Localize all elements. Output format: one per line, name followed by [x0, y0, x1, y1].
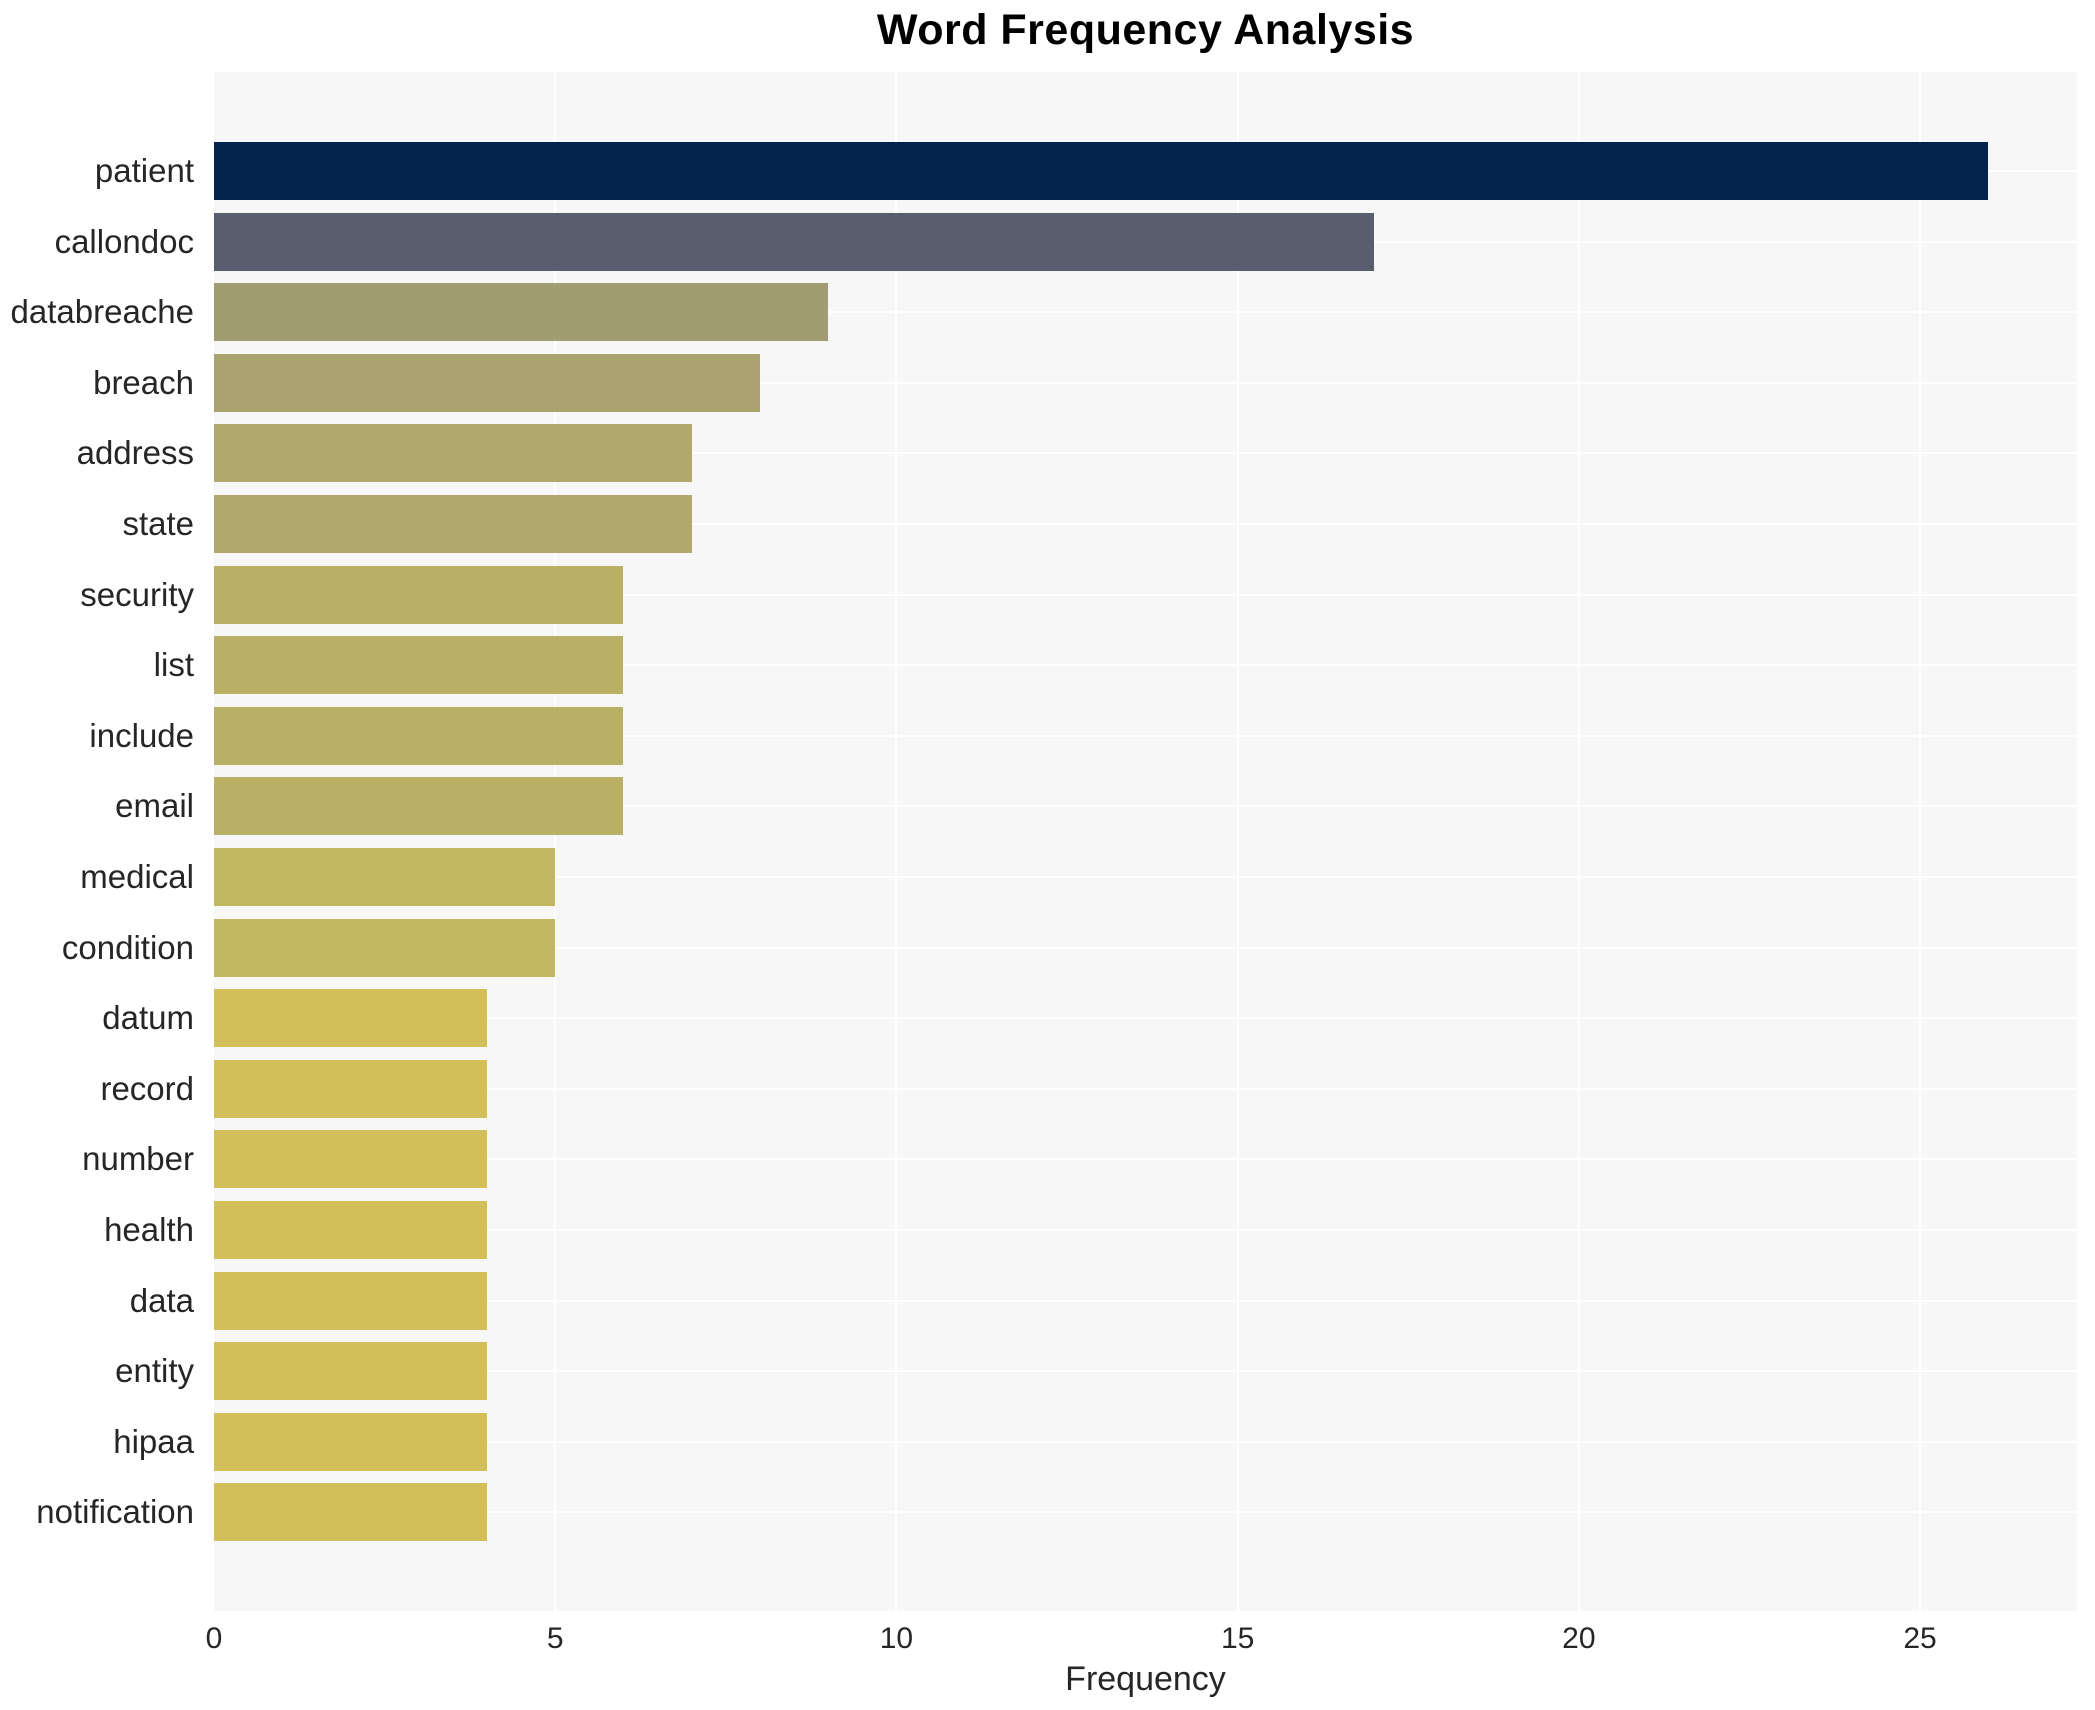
x-gridline — [554, 72, 557, 1611]
x-tick-label: 25 — [1903, 1622, 1937, 1655]
y-gridline — [214, 593, 2077, 596]
bar-datum — [214, 989, 487, 1048]
bar-record — [214, 1059, 487, 1118]
bar-hipaa — [214, 1412, 487, 1471]
bar-include — [214, 706, 624, 765]
y-gridline — [214, 946, 2077, 949]
y-gridline — [214, 452, 2077, 455]
bar-health — [214, 1201, 487, 1259]
y-gridline — [214, 1440, 2077, 1443]
bar-email — [214, 777, 624, 836]
x-tick-label: 20 — [1562, 1622, 1596, 1655]
y-tick-label: databreache — [10, 293, 194, 331]
y-tick-label: security — [80, 575, 194, 613]
x-tick-label: 10 — [879, 1622, 914, 1655]
bar-notification — [214, 1483, 487, 1542]
bar-databreache — [214, 283, 829, 342]
y-gridline — [214, 381, 2077, 384]
y-tick-label: include — [89, 716, 194, 754]
x-gridline — [895, 72, 898, 1611]
y-tick-label: address — [76, 434, 194, 472]
y-tick-label: callondoc — [54, 222, 194, 260]
y-tick-label: hipaa — [113, 1422, 194, 1460]
bar-number — [214, 1130, 487, 1189]
y-tick-label: notification — [36, 1493, 194, 1531]
bar-condition — [214, 918, 556, 977]
y-gridline — [214, 805, 2077, 808]
y-gridline — [214, 311, 2077, 314]
y-tick-label: data — [129, 1281, 194, 1319]
y-gridline — [214, 1158, 2077, 1161]
bar-entity — [214, 1342, 487, 1401]
y-gridline — [214, 1229, 2077, 1231]
y-gridline — [214, 1087, 2077, 1090]
x-tick-label: 0 — [205, 1622, 223, 1655]
y-tick-label: datum — [102, 999, 194, 1037]
x-gridline — [1236, 72, 1239, 1611]
x-gridline — [1577, 72, 1580, 1611]
x-gridline — [1919, 72, 1922, 1611]
y-tick-label: breach — [93, 363, 194, 401]
bar-callondoc — [214, 212, 1375, 271]
bar-patient — [214, 142, 1989, 200]
bar-address — [214, 424, 692, 483]
y-gridline — [214, 1017, 2077, 1020]
y-tick-label: record — [100, 1069, 194, 1107]
y-tick-label: number — [82, 1140, 194, 1178]
plot-area — [214, 72, 2077, 1611]
x-tick-label: 15 — [1220, 1622, 1255, 1655]
y-gridline — [214, 1370, 2077, 1373]
bar-security — [214, 565, 624, 624]
y-gridline — [214, 523, 2077, 525]
chart-title: Word Frequency Analysis — [876, 6, 1415, 54]
x-axis-label: Frequency — [1065, 1660, 1226, 1698]
y-tick-label: list — [153, 646, 194, 684]
bar-breach — [214, 353, 760, 412]
y-gridline — [214, 1511, 2077, 1514]
y-tick-label: patient — [94, 152, 194, 189]
y-axis-labels: patient callondoc databreache breach address… — [0, 0, 204, 1710]
bar-data — [214, 1271, 487, 1330]
y-gridline — [214, 664, 2077, 667]
y-tick-label: email — [115, 787, 194, 825]
y-gridline — [214, 734, 2077, 737]
x-tick-label: 5 — [546, 1622, 564, 1655]
bar-list — [214, 636, 624, 695]
y-tick-label: medical — [80, 858, 194, 895]
y-gridline — [214, 876, 2077, 878]
y-tick-label: health — [104, 1211, 194, 1248]
y-tick-label: state — [122, 505, 194, 542]
y-gridline — [214, 1299, 2077, 1302]
bar-medical — [214, 848, 556, 906]
y-tick-label: condition — [61, 928, 194, 966]
y-tick-label: entity — [115, 1352, 194, 1390]
bar-state — [214, 495, 692, 553]
